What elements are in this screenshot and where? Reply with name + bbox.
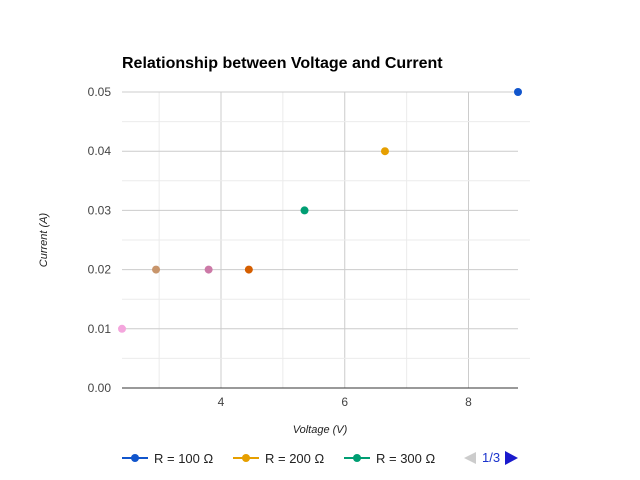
data-point	[204, 265, 213, 274]
legend-marker	[131, 454, 139, 462]
y-tick-label: 0.02	[88, 263, 112, 277]
y-tick-label: 0.03	[88, 203, 112, 217]
next-page-icon[interactable]	[505, 451, 518, 465]
y-tick-label: 0.00	[88, 381, 112, 395]
y-tick-label: 0.05	[88, 85, 112, 99]
legend-pager: 1/3	[464, 450, 518, 465]
data-point	[118, 324, 126, 333]
data-point	[244, 265, 253, 274]
x-tick-label: 4	[218, 395, 225, 409]
legend-label: R = 200 Ω	[265, 451, 325, 466]
legend: R = 100 Ω R = 200 Ω R = 300 Ω	[122, 451, 436, 466]
data-point	[300, 206, 309, 215]
data-point	[380, 147, 389, 156]
data-points	[118, 88, 522, 333]
y-tick-label: 0.04	[88, 144, 112, 158]
chart-title: Relationship between Voltage and Current	[122, 55, 443, 72]
grid	[122, 91, 530, 389]
data-point	[152, 265, 161, 274]
legend-page-indicator: 1/3	[482, 450, 500, 465]
axes: 0.00 0.01 0.02 0.03 0.04 0.05 4 6 8	[88, 85, 473, 409]
data-point	[514, 88, 522, 96]
x-tick-label: 8	[465, 395, 472, 409]
prev-page-icon[interactable]	[464, 452, 476, 464]
legend-label: R = 100 Ω	[154, 451, 214, 466]
y-tick-label: 0.01	[88, 322, 112, 336]
legend-marker	[353, 454, 361, 462]
y-axis-label: Current (A)	[38, 212, 50, 267]
x-axis-label: Voltage (V)	[293, 424, 348, 436]
legend-marker	[242, 454, 250, 462]
x-tick-label: 6	[341, 395, 348, 409]
legend-label: R = 300 Ω	[376, 451, 436, 466]
